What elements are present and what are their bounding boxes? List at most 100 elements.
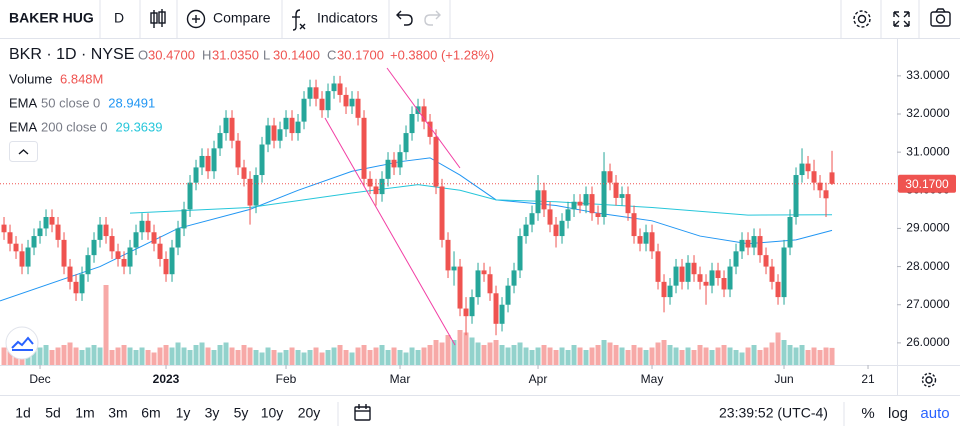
candle-body: [151, 232, 157, 244]
trend-line[interactable]: [324, 117, 456, 346]
volume-bar: [487, 342, 493, 365]
range-button[interactable]: 1y: [176, 405, 191, 421]
volume-bar: [289, 347, 295, 365]
volume-bar: [403, 352, 409, 365]
ohlc-value: 30.1700: [337, 47, 384, 62]
volume-bar: [91, 345, 97, 365]
range-button[interactable]: 1d: [15, 405, 31, 421]
candle-body: [457, 266, 463, 309]
volume-bar: [739, 352, 745, 365]
ema-line: [0, 157, 833, 302]
range-button[interactable]: 6m: [141, 405, 160, 421]
volume-bar: [577, 347, 583, 365]
candle-body: [427, 121, 433, 137]
volume-bar: [685, 347, 691, 365]
volume-bar: [79, 350, 85, 365]
legend-title: BKR · 1D · NYSE: [9, 46, 134, 63]
volume-bar: [421, 347, 427, 365]
range-button[interactable]: 10y: [261, 405, 284, 421]
candle-body: [733, 251, 739, 267]
indicators-button[interactable]: Indicators: [317, 10, 378, 26]
fullscreen-button[interactable]: [893, 11, 910, 27]
candle-body: [301, 98, 307, 122]
candle-body: [697, 274, 703, 282]
candle-body: [313, 87, 319, 99]
ohlc-label: O: [138, 47, 148, 62]
redo-button[interactable]: [424, 10, 441, 26]
candle-body: [469, 297, 475, 317]
volume-bar: [757, 350, 763, 365]
candle-body: [235, 140, 241, 168]
volume-bar: [589, 347, 595, 365]
indicators-icon[interactable]: [292, 9, 306, 31]
candle-body: [73, 281, 79, 294]
candle-body: [373, 186, 379, 195]
candle-body: [727, 266, 733, 290]
volume-bar: [1, 347, 7, 365]
chevron-icon: [18, 149, 29, 155]
volume-value: 6.848M: [60, 71, 103, 86]
ohlc-label: H: [202, 47, 211, 62]
candle-body: [337, 83, 343, 95]
volume-bar: [799, 345, 805, 365]
y-tick-label: 32.0000: [906, 106, 950, 120]
candle-body: [763, 255, 769, 267]
candle-body: [133, 232, 139, 248]
volume-bar: [643, 350, 649, 365]
candle-body: [187, 182, 193, 210]
candle-body: [739, 239, 745, 252]
volume-bar: [349, 352, 355, 365]
candle-body: [523, 224, 529, 237]
candle-body: [541, 190, 547, 210]
range-button[interactable]: 5d: [45, 405, 61, 421]
volume-bar: [61, 345, 67, 365]
chart-type-button[interactable]: [150, 9, 166, 28]
candle-body: [445, 239, 451, 271]
collapse-legend-button[interactable]: [9, 141, 38, 162]
volume-bar: [469, 337, 475, 365]
indicator-params: 50 close 0: [41, 95, 100, 110]
volume-bar: [697, 345, 703, 365]
volume-bar: [457, 330, 463, 365]
volume-bar: [745, 347, 751, 365]
candle-body: [43, 216, 49, 229]
y-tick-label: 29.0000: [906, 221, 950, 235]
volume-bar: [367, 350, 373, 365]
compare-icon[interactable]: [186, 9, 206, 29]
time-axis-settings[interactable]: [921, 372, 937, 388]
screenshot-button[interactable]: [930, 8, 951, 27]
interval-button[interactable]: D: [114, 10, 124, 26]
volume-bar: [199, 342, 205, 365]
candle-body: [595, 213, 601, 217]
range-button[interactable]: 5y: [234, 405, 249, 421]
range-button[interactable]: 1m: [75, 405, 94, 421]
volume-bar: [139, 347, 145, 365]
candle-body: [769, 266, 775, 282]
candle-body: [391, 159, 397, 168]
range-button[interactable]: 3m: [108, 405, 127, 421]
log-toggle[interactable]: log: [888, 405, 908, 422]
settings-button[interactable]: [853, 10, 871, 28]
volume-bar: [625, 350, 631, 365]
volume-bar: [295, 350, 301, 365]
calendar-button[interactable]: [354, 404, 371, 421]
auto-toggle[interactable]: auto: [920, 405, 949, 422]
candle-body: [493, 293, 499, 324]
volume-bar: [73, 347, 79, 365]
candle-body: [475, 270, 481, 298]
symbol-input[interactable]: BAKER HUG: [9, 10, 94, 26]
candle-body: [145, 220, 151, 233]
compare-button[interactable]: Compare: [213, 10, 271, 26]
candle-body: [823, 190, 829, 199]
undo-button[interactable]: [396, 10, 413, 26]
ohlc-label: C: [327, 47, 336, 62]
candle-body: [271, 125, 277, 141]
volume-bar: [247, 347, 253, 365]
volume-bar: [145, 350, 151, 365]
range-button[interactable]: 20y: [298, 405, 321, 421]
trend-line[interactable]: [386, 67, 461, 169]
candle-body: [517, 236, 523, 271]
range-button[interactable]: 3y: [205, 405, 220, 421]
percent-toggle[interactable]: %: [861, 405, 874, 422]
ohlc-value: 30.1400: [273, 47, 320, 62]
